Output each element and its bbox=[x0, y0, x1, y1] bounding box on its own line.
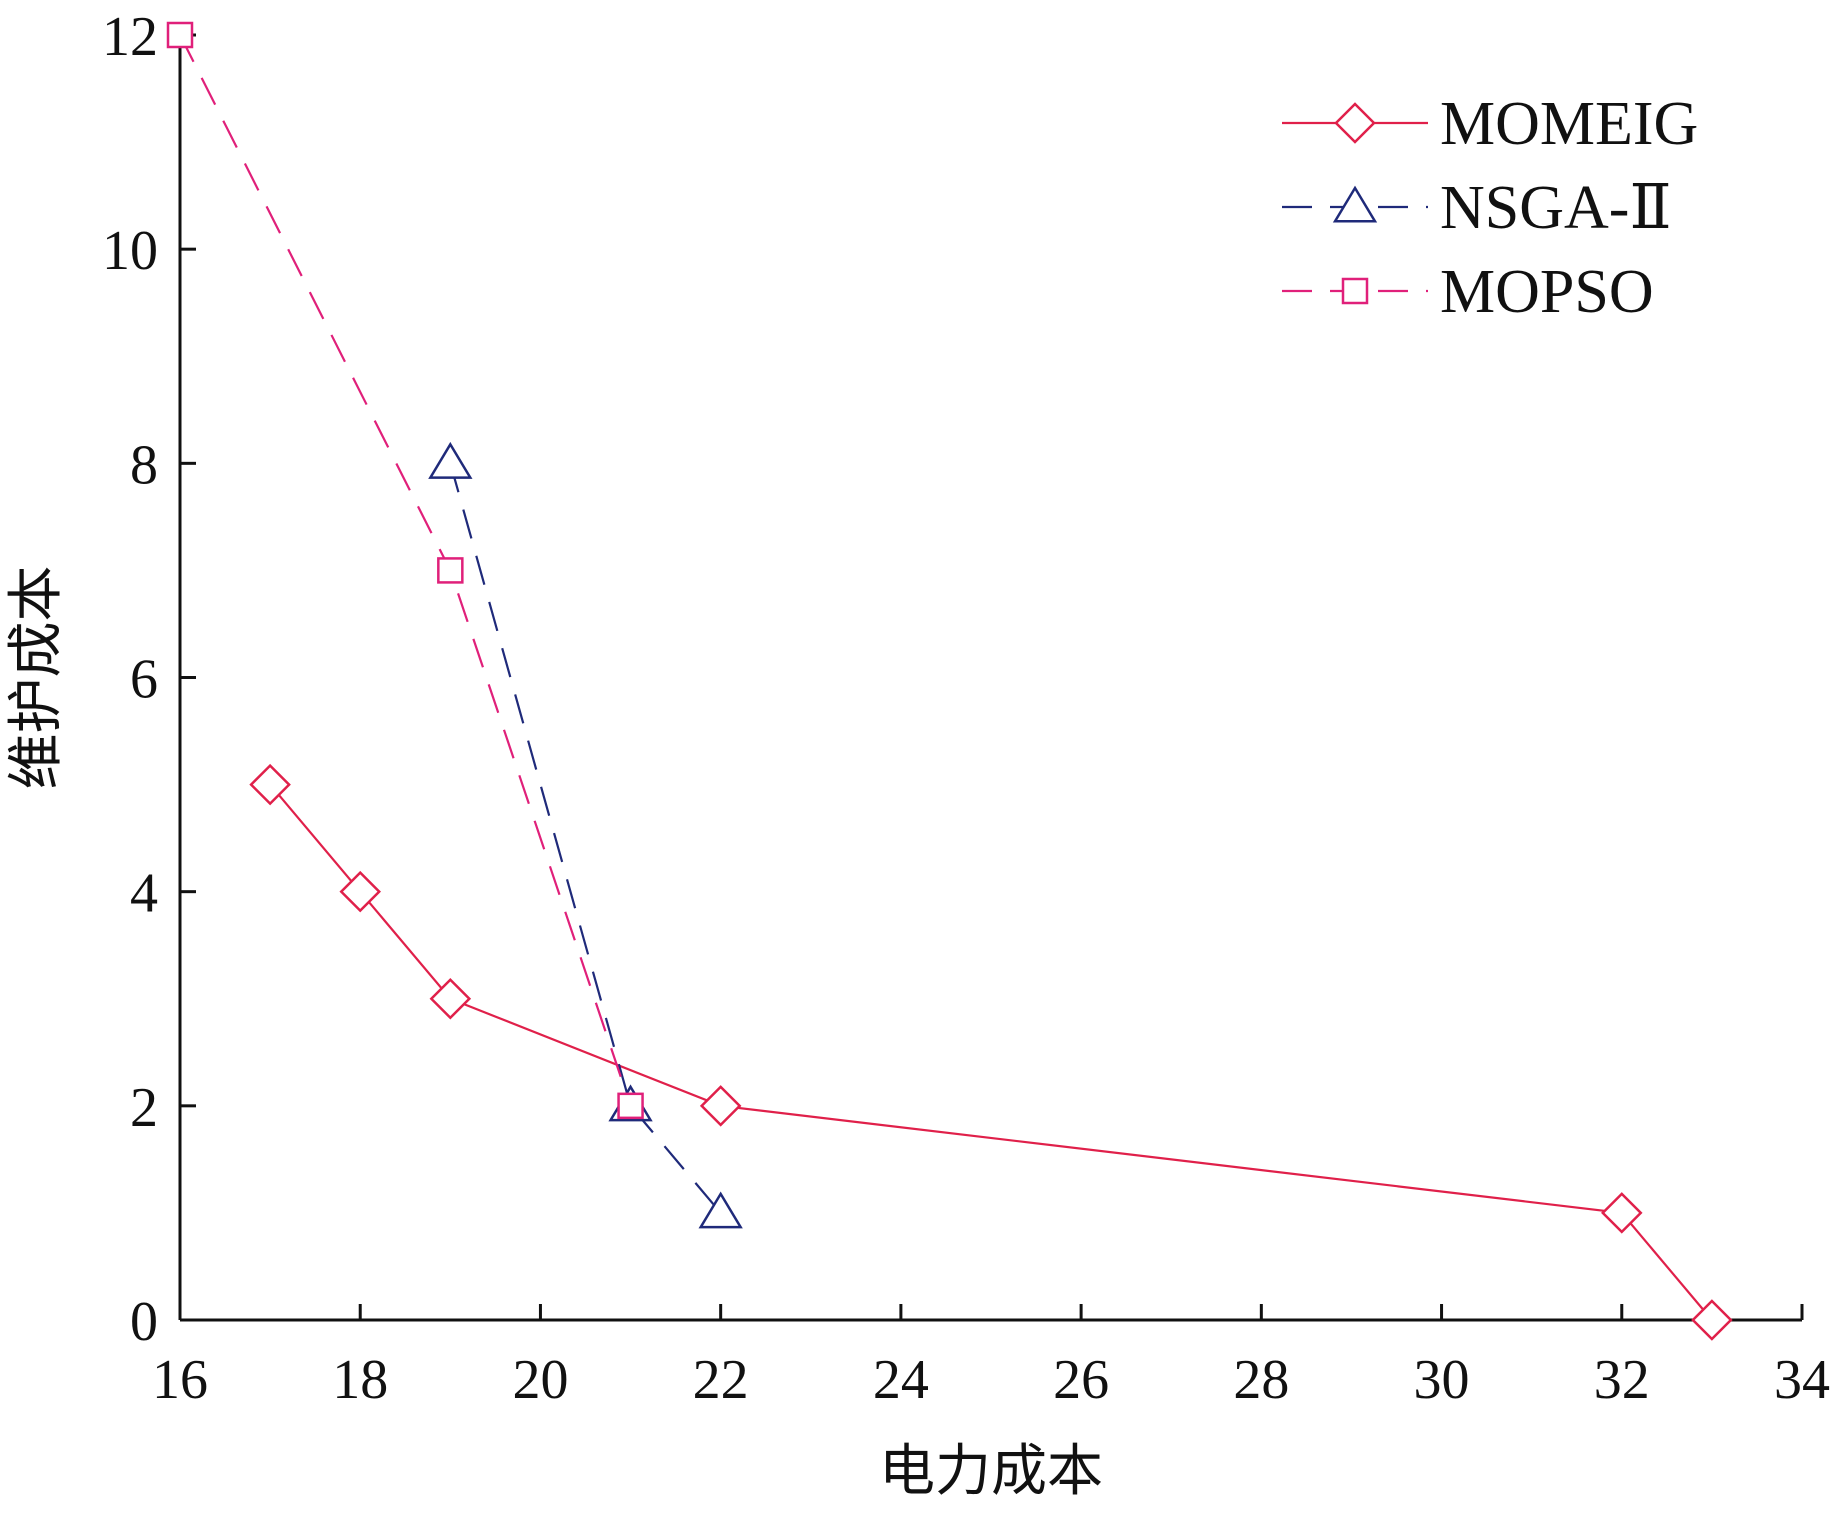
legend: MOMEIG NSGA-Ⅱ MOPSO bbox=[1282, 90, 1698, 326]
series-nsga bbox=[428, 441, 743, 1229]
data-point-momeig bbox=[1601, 1192, 1643, 1234]
y-tick-label: 0 bbox=[130, 1291, 158, 1353]
y-tick-label: 12 bbox=[102, 6, 158, 68]
data-point-momeig bbox=[429, 977, 472, 1020]
x-axis-title: 电力成本 bbox=[879, 1439, 1103, 1504]
x-tick-label: 24 bbox=[873, 1349, 929, 1411]
data-point-mopso bbox=[437, 557, 464, 584]
data-point-momeig bbox=[249, 763, 291, 806]
y-tick-label: 10 bbox=[102, 220, 158, 282]
x-tick-label: 26 bbox=[1053, 1349, 1109, 1411]
legend-label-nsga: NSGA-Ⅱ bbox=[1440, 174, 1672, 242]
y-axis-title: 维护成本 bbox=[4, 566, 69, 790]
data-point-nsga bbox=[698, 1191, 743, 1229]
legend-item-nsga: NSGA-Ⅱ bbox=[1282, 174, 1672, 242]
legend-label-mopso: MOPSO bbox=[1440, 258, 1654, 326]
legend-item-mopso: MOPSO bbox=[1282, 258, 1654, 326]
x-tick-label: 18 bbox=[332, 1349, 388, 1411]
data-point-momeig bbox=[699, 1085, 742, 1127]
x-tick-label: 28 bbox=[1233, 1349, 1289, 1411]
y-tick-label: 8 bbox=[130, 434, 158, 496]
tick-marks bbox=[178, 33, 1804, 1322]
data-point-nsga bbox=[428, 441, 473, 479]
x-tick-label: 22 bbox=[693, 1349, 749, 1411]
x-tick-label: 20 bbox=[512, 1349, 568, 1411]
x-tick-label: 34 bbox=[1774, 1349, 1830, 1411]
legend-item-momeig: MOMEIG bbox=[1282, 90, 1698, 158]
series-mopso bbox=[166, 21, 644, 1120]
x-tick-label: 16 bbox=[152, 1349, 208, 1411]
series-line-nsga bbox=[449, 463, 722, 1214]
data-point-mopso bbox=[617, 1092, 644, 1120]
legend-label-momeig: MOMEIG bbox=[1440, 90, 1698, 158]
data-point-mopso bbox=[166, 21, 194, 49]
legend-marker-nsga bbox=[1332, 185, 1378, 223]
y-tick-label: 2 bbox=[130, 1077, 158, 1139]
x-tick-label: 32 bbox=[1594, 1349, 1650, 1411]
x-tick-label: 30 bbox=[1414, 1349, 1470, 1411]
series-line-momeig bbox=[269, 783, 1713, 1321]
legend-marker-mopso bbox=[1341, 277, 1369, 305]
data-point-momeig bbox=[339, 870, 381, 913]
series-group bbox=[166, 21, 1733, 1341]
data-point-momeig bbox=[1691, 1299, 1733, 1341]
legend-marker-momeig bbox=[1334, 102, 1376, 144]
y-tick-label: 6 bbox=[130, 649, 158, 711]
series-momeig bbox=[249, 763, 1733, 1341]
y-tick-label: 4 bbox=[130, 863, 158, 925]
